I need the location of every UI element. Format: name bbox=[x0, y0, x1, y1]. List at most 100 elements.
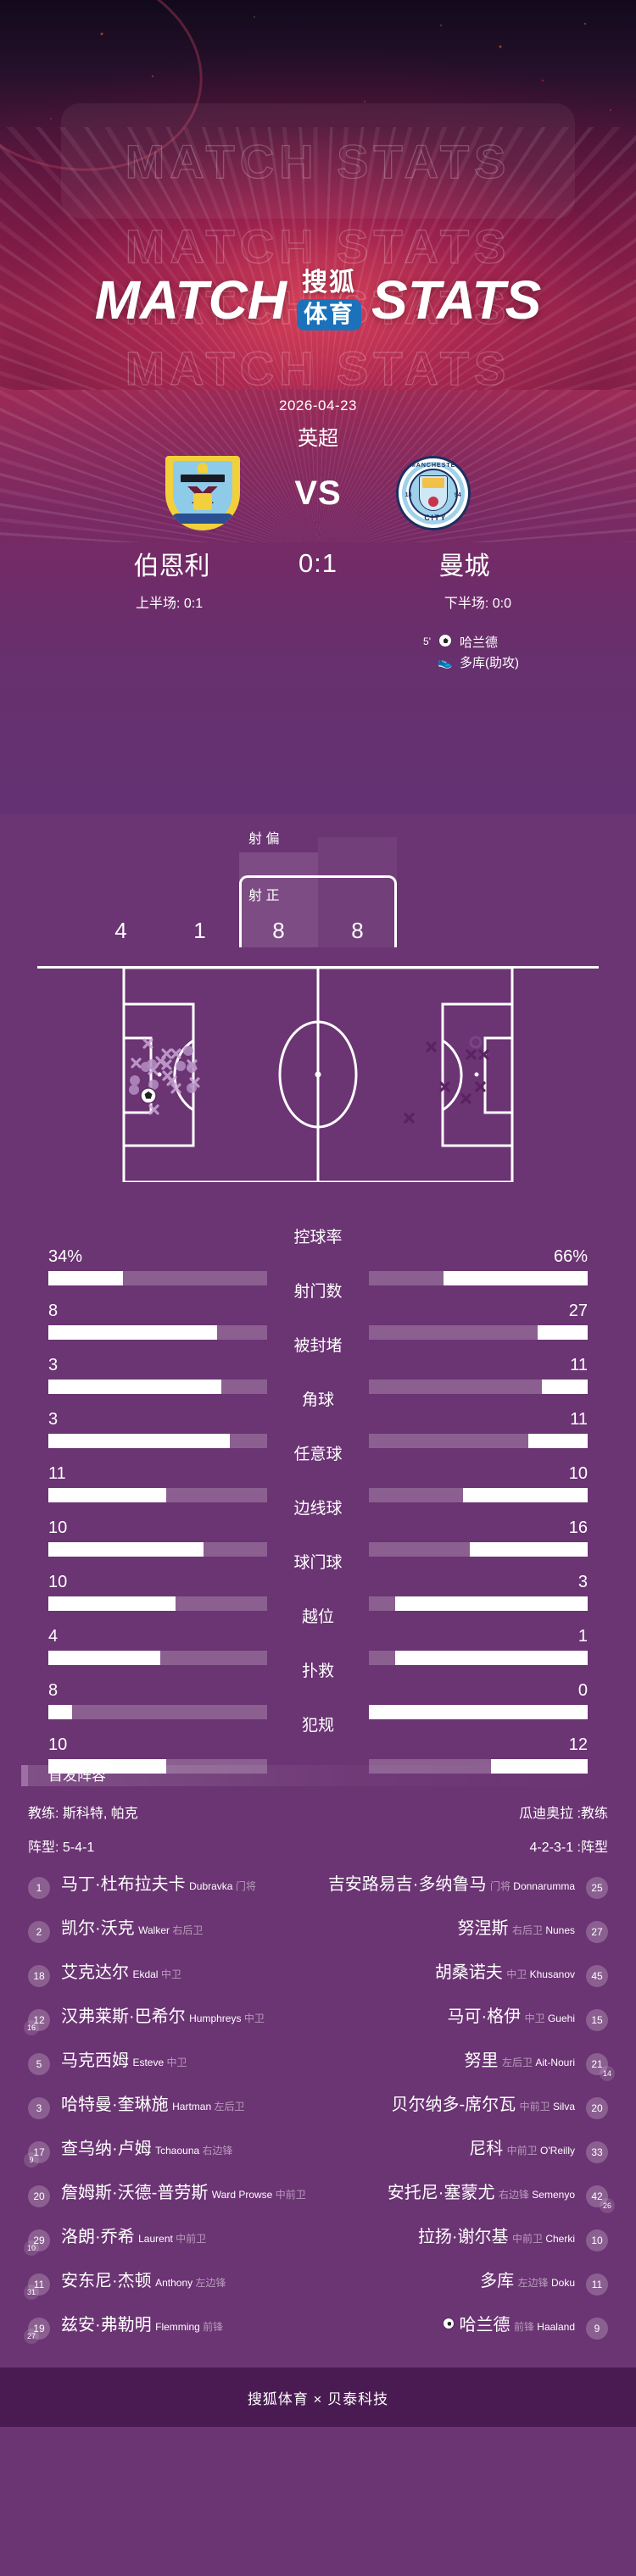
player-meta: 中卫 Khusanov bbox=[506, 1968, 575, 1980]
home-player[interactable]: 1 马丁·杜布拉夫卡 Dubravka 门将 bbox=[24, 1874, 318, 1906]
player-meta: 前锋 Haaland bbox=[514, 2321, 575, 2333]
substitute-number: 10 bbox=[24, 2240, 39, 2256]
away-player[interactable]: 吉安路易吉·多纳鲁马 门将 Donnarumma 25 bbox=[318, 1874, 612, 1906]
home-player[interactable]: 20 詹姆斯·沃德-普劳斯 Ward Prowse 中前卫 bbox=[24, 2183, 318, 2214]
player-row: 19 27 兹安·弗勒明 Flemming 前锋 哈兰德 bbox=[0, 2315, 636, 2359]
substitute-number: 27 bbox=[24, 2329, 39, 2344]
shirt-number-badge: 20 bbox=[24, 2185, 53, 2214]
match-date: 2026-04-23 bbox=[279, 397, 357, 414]
player-name: 凯尔·沃克 bbox=[61, 1919, 135, 1938]
player-name: 马丁·杜布拉夫卡 bbox=[61, 1875, 186, 1894]
away-player[interactable]: 拉扬·谢尔基 中前卫 Cherki 10 bbox=[318, 2227, 612, 2258]
shirt-number: 9 bbox=[586, 2318, 608, 2340]
home-player[interactable]: 2 凯尔·沃克 Walker 右后卫 bbox=[24, 1918, 318, 1950]
stat-label: 犯规 bbox=[301, 1717, 334, 1735]
player-position: 右边锋 bbox=[498, 2189, 529, 2201]
home-player[interactable]: 5 马克西姆 Esteve 中卫 bbox=[24, 2051, 318, 2082]
player-name: 安东尼·杰顿 bbox=[61, 2272, 152, 2290]
player-en-name: O'Reilly bbox=[540, 2145, 575, 2157]
away-player[interactable]: 多库 左边锋 Doku 11 bbox=[318, 2271, 612, 2302]
match-info-rays bbox=[0, 390, 636, 542]
player-meta: Anthony 左边锋 bbox=[155, 2277, 226, 2289]
player-text: 安托尼·塞蒙尤 右边锋 Semenyo bbox=[388, 2183, 575, 2203]
player-en-name: Dubravka bbox=[189, 1880, 233, 1892]
stat-label: 控球率 bbox=[293, 1229, 343, 1246]
player-name: 马克西姆 bbox=[61, 2051, 129, 2070]
home-stat-value: 10 bbox=[48, 1735, 68, 1754]
substitute-number: 16 bbox=[24, 2020, 39, 2035]
home-stat-value: 8 bbox=[48, 1681, 59, 1700]
away-stat-value: 16 bbox=[568, 1518, 588, 1537]
footer: 搜狐体育 × 贝泰科技 bbox=[0, 2368, 636, 2427]
stat-label: 射门数 bbox=[293, 1283, 343, 1301]
player-text: 洛朗·乔希 Laurent 中前卫 bbox=[61, 2227, 206, 2247]
home-player[interactable]: 3 哈特曼·奎琳施 Hartman 左后卫 bbox=[24, 2095, 318, 2126]
shirt-number: 25 bbox=[586, 1877, 608, 1899]
home-player[interactable]: 19 27 兹安·弗勒明 Flemming 前锋 bbox=[24, 2315, 318, 2346]
player-meta: 右后卫 Nunes bbox=[512, 1924, 575, 1936]
match-info-section: 2026-04-23 英超 VS MANCHESTER bbox=[0, 390, 636, 813]
home-player[interactable]: 17 9 查乌纳·卢姆 Tchaouna 右边锋 bbox=[24, 2139, 318, 2170]
player-text: 努里 左后卫 Ait-Nouri bbox=[465, 2051, 576, 2071]
stat-label: 越位 bbox=[301, 1608, 334, 1626]
away-stat-value: 11 bbox=[570, 1410, 588, 1429]
player-row: 18 艾克达尔 Ekdal 中卫 胡桑诺夫 中卫 bbox=[0, 1963, 636, 2007]
away-player[interactable]: 安托尼·塞蒙尤 右边锋 Semenyo 42 26 bbox=[318, 2183, 615, 2214]
home-player[interactable]: 12 16 汉弗莱斯·巴希尔 Humphreys 中卫 bbox=[24, 2007, 318, 2038]
away-player[interactable]: 努里 左后卫 Ait-Nouri 21 14 bbox=[318, 2051, 615, 2082]
player-text: 哈特曼·奎琳施 Hartman 左后卫 bbox=[61, 2095, 245, 2115]
home-player[interactable]: 29 10 洛朗·乔希 Laurent 中前卫 bbox=[24, 2227, 318, 2258]
home-player[interactable]: 11 31 安东尼·杰顿 Anthony 左边锋 bbox=[24, 2271, 318, 2302]
stat-row: 34% 控球率 66% bbox=[0, 1196, 636, 1285]
substitute-number: 26 bbox=[600, 2198, 615, 2213]
player-meta: Tchaouna 右边锋 bbox=[155, 2145, 232, 2157]
stat-row: 8 射门数 27 bbox=[0, 1250, 636, 1340]
player-position: 中前卫 bbox=[275, 2189, 306, 2201]
away-player[interactable]: 努涅斯 右后卫 Nunes 27 bbox=[318, 1918, 612, 1950]
shirt-number-badge: 21 14 bbox=[583, 2053, 615, 2082]
away-player[interactable]: 贝尔纳多-席尔瓦 中前卫 Silva 20 bbox=[318, 2095, 612, 2126]
shirt-number-badge: 18 bbox=[24, 1965, 53, 1994]
home-player[interactable]: 18 艾克达尔 Ekdal 中卫 bbox=[24, 1963, 318, 1994]
shirt-number-badge: 11 31 bbox=[24, 2273, 53, 2302]
shirt-number: 20 bbox=[28, 2185, 50, 2207]
goal-ball-icon bbox=[438, 634, 453, 649]
player-position: 前锋 bbox=[513, 2321, 534, 2333]
player-name: 努里 bbox=[464, 2051, 499, 2070]
shirt-number-badge: 45 bbox=[583, 1965, 612, 1994]
shot-summary: 射 偏 射 正 4 1 8 8 bbox=[0, 822, 636, 949]
player-en-name: Flemming bbox=[155, 2321, 200, 2333]
player-meta: 左后卫 Ait-Nouri bbox=[502, 2057, 575, 2068]
home-team-crest bbox=[165, 456, 241, 530]
player-position: 中卫 bbox=[243, 2012, 265, 2024]
away-stat-value: 11 bbox=[570, 1356, 588, 1374]
player-text: 马可·格伊 中卫 Guehi bbox=[447, 2007, 575, 2027]
player-row: 12 16 汉弗莱斯·巴希尔 Humphreys 中卫 马可·格伊 bbox=[0, 2007, 636, 2051]
player-en-name: Guehi bbox=[547, 2012, 575, 2024]
shirt-number-badge: 17 9 bbox=[24, 2141, 53, 2170]
shirt-number: 29 bbox=[28, 2229, 50, 2251]
shirt-number-badge: 29 10 bbox=[24, 2229, 53, 2258]
player-position: 右后卫 bbox=[511, 1924, 543, 1936]
player-row: 29 10 洛朗·乔希 Laurent 中前卫 拉扬·谢尔基 bbox=[0, 2227, 636, 2271]
player-en-name: Khusanov bbox=[529, 1968, 575, 1980]
players-list: 1 马丁·杜布拉夫卡 Dubravka 门将 吉安路易吉·多纳鲁马 bbox=[0, 1874, 636, 2359]
event-minute: 5' bbox=[423, 636, 431, 647]
event-row: 5' 哈兰德 bbox=[0, 631, 636, 652]
player-position: 左后卫 bbox=[501, 2057, 533, 2068]
player-meta: 中前卫 Silva bbox=[520, 2101, 575, 2112]
home-formation: 阵型: 5-4-1 bbox=[28, 1840, 95, 1855]
away-player[interactable]: 马可·格伊 中卫 Guehi 15 bbox=[318, 2007, 612, 2038]
player-text: 胡桑诺夫 中卫 Khusanov bbox=[435, 1963, 575, 1983]
shot-on-target-label: 射 正 bbox=[248, 889, 280, 903]
player-meta: 左边锋 Doku bbox=[518, 2277, 575, 2289]
player-text: 汉弗莱斯·巴希尔 Humphreys 中卫 bbox=[61, 2007, 265, 2027]
player-meta: Ekdal 中卫 bbox=[132, 1968, 181, 1980]
shirt-number-badge: 19 27 bbox=[24, 2318, 53, 2346]
coach-row: 教练: 斯科特, 帕克 瓜迪奥拉 :教练 bbox=[0, 1802, 636, 1822]
away-player[interactable]: 胡桑诺夫 中卫 Khusanov 45 bbox=[318, 1963, 612, 1994]
away-player[interactable]: 尼科 中前卫 O'Reilly 33 bbox=[318, 2139, 612, 2170]
shirt-number-badge: 3 bbox=[24, 2097, 53, 2126]
shirt-number: 12 bbox=[28, 2009, 50, 2031]
away-player[interactable]: 哈兰德 前锋 Haaland 9 bbox=[318, 2315, 612, 2346]
